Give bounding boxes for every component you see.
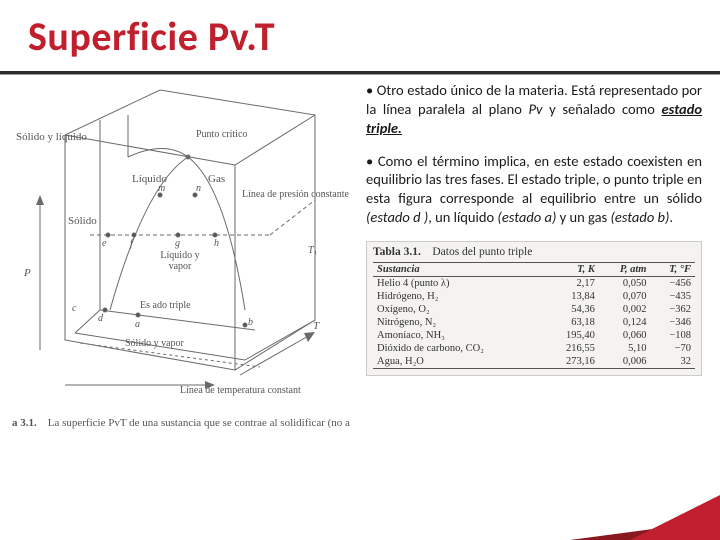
- label-liq-vapor: Líquido y vapor: [150, 250, 210, 272]
- table-cell: Helio 4 (punto λ): [373, 276, 544, 290]
- table-cell: −346: [650, 316, 695, 329]
- table-cell: −435: [650, 290, 695, 303]
- caption-text: La superficie PvT de una sustancia que s…: [48, 417, 350, 429]
- label-t-axis: T: [313, 320, 319, 332]
- table-title-prefix: Tabla 3.1.: [373, 246, 421, 258]
- table-cell: −456: [650, 276, 695, 290]
- table-row: Oxígeno, O₂54,360,002−362: [373, 303, 695, 316]
- title-area: Superficie Pv.T: [0, 0, 720, 67]
- label-p-axis: P: [24, 267, 31, 279]
- b2-mid: , un líquido: [428, 208, 497, 226]
- pt-e: e: [102, 238, 106, 249]
- label-estado-triple: Es ado triple: [140, 300, 191, 311]
- pt-h: h: [214, 238, 219, 249]
- pt-f: f: [130, 238, 133, 249]
- col-patm: P, atm: [599, 262, 651, 276]
- table-row: Nitrógeno, N₂63,180,124−346: [373, 316, 695, 329]
- table-row: Dióxido de carbono, CO₂216,555,10−70: [373, 342, 695, 355]
- pt-g: g: [175, 238, 180, 249]
- table-cell: Agua, H₂O: [373, 355, 544, 369]
- page-title: Superficie Pv.T: [28, 12, 692, 61]
- col-tk: T, K: [544, 262, 599, 276]
- b2-mid2: y un gas: [556, 208, 610, 226]
- left-column: Sólido y líquido Punto crítico Líquido G…: [0, 75, 360, 535]
- col-tf: T, °F: [650, 262, 695, 276]
- table-cell: 54,36: [544, 303, 599, 316]
- b2-b: (estado b): [610, 208, 669, 226]
- bullet-1: Otro estado único de la materia. Está re…: [366, 81, 702, 138]
- table-cell: −108: [650, 329, 695, 342]
- table-cell: 216,55: [544, 342, 599, 355]
- b2-pre: Como el término implica, en este estado …: [366, 152, 702, 208]
- pt-a: a: [135, 319, 140, 330]
- data-table: Sustancia T, K P, atm T, °F Helio 4 (pun…: [373, 262, 695, 369]
- pvt-diagram: Sólido y líquido Punto crítico Líquido G…: [10, 85, 350, 415]
- table-cell: 5,10: [599, 342, 651, 355]
- col-sustancia: Sustancia: [373, 262, 544, 276]
- table-cell: 0,006: [599, 355, 651, 369]
- table-cell: 0,050: [599, 276, 651, 290]
- label-gas: Gas: [208, 173, 225, 185]
- table-cell: 0,060: [599, 329, 651, 342]
- table-cell: 0,070: [599, 290, 651, 303]
- pt-n: n: [196, 183, 201, 194]
- b1-pv: Pv: [529, 100, 543, 118]
- b2-d: (estado d ): [366, 208, 428, 226]
- label-punto-critico: Punto crítico: [196, 129, 247, 140]
- table-cell: 195,40: [544, 329, 599, 342]
- table-row: Hidrógeno, H₂13,840,070−435: [373, 290, 695, 303]
- pt-b: b: [248, 317, 253, 328]
- table-row: Helio 4 (punto λ)2,170,050−456: [373, 276, 695, 290]
- corner-accent: [630, 495, 720, 540]
- table-header-row: Sustancia T, K P, atm T, °F: [373, 262, 695, 276]
- table-cell: 0,002: [599, 303, 651, 316]
- table-cell: 32: [650, 355, 695, 369]
- table-cell: 2,17: [544, 276, 599, 290]
- b2-a: (estado a): [497, 208, 556, 226]
- table-triple-point: Tabla 3.1. Datos del punto triple Sustan…: [366, 241, 702, 376]
- table-cell: Dióxido de carbono, CO₂: [373, 342, 544, 355]
- table-row: Amoníaco, NH₃195,400,060−108: [373, 329, 695, 342]
- table-title-text: Datos del punto triple: [432, 246, 532, 258]
- table-cell: 13,84: [544, 290, 599, 303]
- right-column: Otro estado único de la materia. Está re…: [360, 75, 720, 535]
- table-cell: Oxígeno, O₂: [373, 303, 544, 316]
- table-cell: Hidrógeno, H₂: [373, 290, 544, 303]
- label-linea-presion: Línea de presión constante: [242, 189, 349, 200]
- table-cell: −70: [650, 342, 695, 355]
- pt-d: d: [98, 313, 103, 324]
- table-row: Agua, H₂O273,160,00632: [373, 355, 695, 369]
- label-t1: T₁: [308, 245, 317, 256]
- content-row: Sólido y líquido Punto crítico Líquido G…: [0, 75, 720, 535]
- label-linea-temp: Línea de temperatura constant: [180, 385, 301, 396]
- table-cell: Nitrógeno, N₂: [373, 316, 544, 329]
- b1-mid: y señalado como: [542, 100, 661, 118]
- caption-prefix: a 3.1.: [12, 417, 37, 429]
- table-title: Tabla 3.1. Datos del punto triple: [373, 246, 695, 258]
- table-body: Helio 4 (punto λ)2,170,050−456Hidrógeno,…: [373, 276, 695, 368]
- table-cell: −362: [650, 303, 695, 316]
- table-cell: 273,16: [544, 355, 599, 369]
- figure-caption: a 3.1. La superficie PvT de una sustanci…: [10, 417, 352, 429]
- bullet-2: Como el término implica, en este estado …: [366, 152, 702, 227]
- label-sol-vapor: Sólido y vapor: [125, 338, 184, 349]
- b2-end: .: [669, 208, 673, 226]
- pt-c: c: [72, 303, 76, 314]
- slide: Superficie Pv.T: [0, 0, 720, 540]
- table-cell: 63,18: [544, 316, 599, 329]
- label-solido: Sólido: [68, 215, 97, 227]
- pt-m: m: [158, 183, 165, 194]
- label-solido-liquido: Sólido y líquido: [16, 131, 87, 143]
- table-cell: Amoníaco, NH₃: [373, 329, 544, 342]
- table-cell: 0,124: [599, 316, 651, 329]
